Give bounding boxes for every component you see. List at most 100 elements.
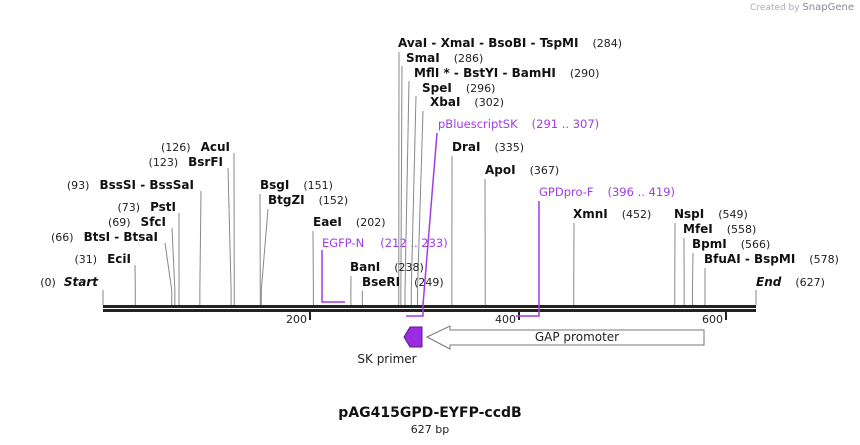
enzyme-site[interactable]: ApoI (367) (485, 163, 559, 177)
enzyme-site[interactable]: (93) BssSI - BssSaI (67, 178, 194, 192)
enzyme-name[interactable]: AvaI - XmaI - BsoBI - TspMI (398, 36, 578, 50)
enzyme-site[interactable]: (123) BsrFI (149, 155, 223, 169)
enzyme-site[interactable]: (66) BtsI - BtsaI (51, 230, 158, 244)
site-line (199, 190, 202, 305)
enzyme-position: (284) (592, 37, 622, 50)
enzyme-name[interactable]: XmnI (573, 207, 608, 221)
enzyme-name[interactable]: MflI * - BstYI - BamHI (414, 66, 556, 80)
end-marker: End (627) (756, 275, 825, 289)
backbone-bottom-strand (103, 309, 756, 312)
site-line (691, 252, 694, 305)
backbone-top-strand (103, 305, 756, 308)
site-line (227, 167, 232, 305)
site-line (417, 110, 424, 305)
enzyme-position: (566) (741, 238, 771, 251)
enzyme-site[interactable]: MflI * - BstYI - BamHI (290) (414, 66, 599, 80)
primer-pbluescriptsk-label[interactable]: pBluescriptSK (291 .. 307) (438, 117, 599, 131)
enzyme-name[interactable]: BtgZI (268, 193, 305, 207)
primer-egfp-n-label[interactable]: EGFP-N (212 .. 233) (322, 236, 448, 250)
enzyme-site[interactable]: BanI (238) (350, 260, 424, 274)
tick-label-200: 200 (286, 313, 307, 326)
enzyme-site[interactable]: AvaI - XmaI - BsoBI - TspMI (284) (398, 36, 622, 50)
enzyme-name[interactable]: ApoI (485, 163, 516, 177)
enzyme-name[interactable]: BsgI (260, 178, 289, 192)
enzyme-site[interactable]: (69) SfcI (108, 215, 166, 229)
enzyme-name[interactable]: XbaI (430, 95, 460, 109)
primer-pbluescriptsk-line[interactable] (406, 132, 438, 317)
primer-egfp-n-line[interactable] (321, 250, 345, 303)
enzyme-position: (290) (570, 67, 600, 80)
enzyme-name[interactable]: EciI (107, 252, 131, 266)
enzyme-name[interactable]: BseRI (362, 275, 400, 289)
site-line (404, 80, 410, 305)
enzyme-site[interactable]: XmnI (452) (573, 207, 651, 221)
enzyme-position: (126) (161, 141, 191, 154)
enzyme-position: (286) (454, 52, 484, 65)
enzyme-site[interactable]: BfuAI - BspMI (578) (704, 252, 839, 266)
sk-primer-arrow[interactable] (403, 326, 423, 348)
site-line (410, 95, 417, 305)
enzyme-name[interactable]: BpmI (692, 237, 727, 251)
enzyme-position: (452) (622, 208, 652, 221)
enzyme-position: (549) (718, 208, 748, 221)
enzyme-name[interactable]: MfeI (683, 222, 713, 236)
gap-promoter-label: GAP promoter (535, 330, 619, 344)
enzyme-site[interactable]: EaeI (202) (313, 215, 386, 229)
enzyme-position: (578) (809, 253, 839, 266)
enzyme-position: (93) (67, 179, 90, 192)
enzyme-position: (66) (51, 231, 74, 244)
restriction-sites: AvaI - XmaI - BsoBI - TspMI (284) SmaI (286… (51, 36, 839, 305)
enzyme-position: (152) (319, 194, 349, 207)
enzyme-position: (302) (474, 96, 504, 109)
enzyme-name[interactable]: AcuI (201, 140, 230, 154)
site-line (171, 227, 176, 305)
enzyme-site[interactable]: NspI (549) (674, 207, 748, 221)
enzyme-name[interactable]: SpeI (422, 81, 452, 95)
enzyme-site[interactable]: BsgI (151) (260, 178, 333, 192)
snapgene-credit: Created by SnapGene (750, 2, 854, 13)
gap-promoter-arrow[interactable] (425, 325, 705, 350)
enzyme-name[interactable]: BsrFI (188, 155, 223, 169)
enzyme-site[interactable]: SmaI (286) (406, 51, 483, 65)
snapgene-logo: SnapGene (802, 2, 854, 13)
enzyme-site[interactable]: XbaI (302) (430, 95, 504, 109)
enzyme-site[interactable]: BtgZI (152) (268, 193, 348, 207)
enzyme-site[interactable]: BseRI (249) (362, 275, 444, 289)
enzyme-name[interactable]: BanI (350, 260, 380, 274)
map-length: 627 bp (410, 423, 450, 436)
enzyme-site[interactable]: (126) AcuI (161, 140, 230, 154)
enzyme-name[interactable]: SmaI (406, 51, 440, 65)
enzyme-site[interactable]: SpeI (296) (422, 81, 495, 95)
enzyme-site[interactable]: BpmI (566) (692, 237, 770, 251)
site-line (260, 208, 269, 305)
credit-prefix: Created by (750, 3, 800, 13)
start-marker: (0) Start (40, 275, 99, 289)
enzyme-position: (73) (117, 201, 140, 214)
enzyme-position: (123) (149, 156, 179, 169)
enzyme-name[interactable]: PstI (150, 200, 176, 214)
enzyme-name[interactable]: EaeI (313, 215, 342, 229)
primer-gpdpro-f-label[interactable]: GPDpro-F (396 .. 419) (539, 185, 675, 199)
enzyme-name[interactable]: SfcI (141, 215, 166, 229)
site-line (164, 242, 173, 305)
enzyme-site[interactable]: MfeI (558) (683, 222, 756, 236)
enzyme-position: (558) (727, 223, 757, 236)
enzyme-position: (202) (356, 216, 386, 229)
sk-primer-label: SK primer (357, 352, 416, 366)
enzyme-name[interactable]: NspI (674, 207, 704, 221)
enzyme-position: (249) (414, 276, 444, 289)
enzyme-site[interactable]: (31) EciI (75, 252, 131, 266)
enzyme-name[interactable]: BssSI - BssSaI (99, 178, 194, 192)
enzyme-site[interactable]: DraI (335) (452, 140, 524, 154)
tick-label-600: 600 (702, 313, 723, 326)
enzyme-position: (296) (466, 82, 496, 95)
enzyme-name[interactable]: BfuAI - BspMI (704, 252, 795, 266)
primer-gpdpro-f-line[interactable] (516, 201, 540, 317)
enzyme-position: (238) (394, 261, 424, 274)
site-line (400, 65, 403, 305)
enzyme-name[interactable]: DraI (452, 140, 480, 154)
enzyme-name[interactable]: BtsI - BtsaI (84, 230, 158, 244)
enzyme-position: (31) (75, 253, 98, 266)
enzyme-site[interactable]: (73) PstI (117, 200, 176, 214)
